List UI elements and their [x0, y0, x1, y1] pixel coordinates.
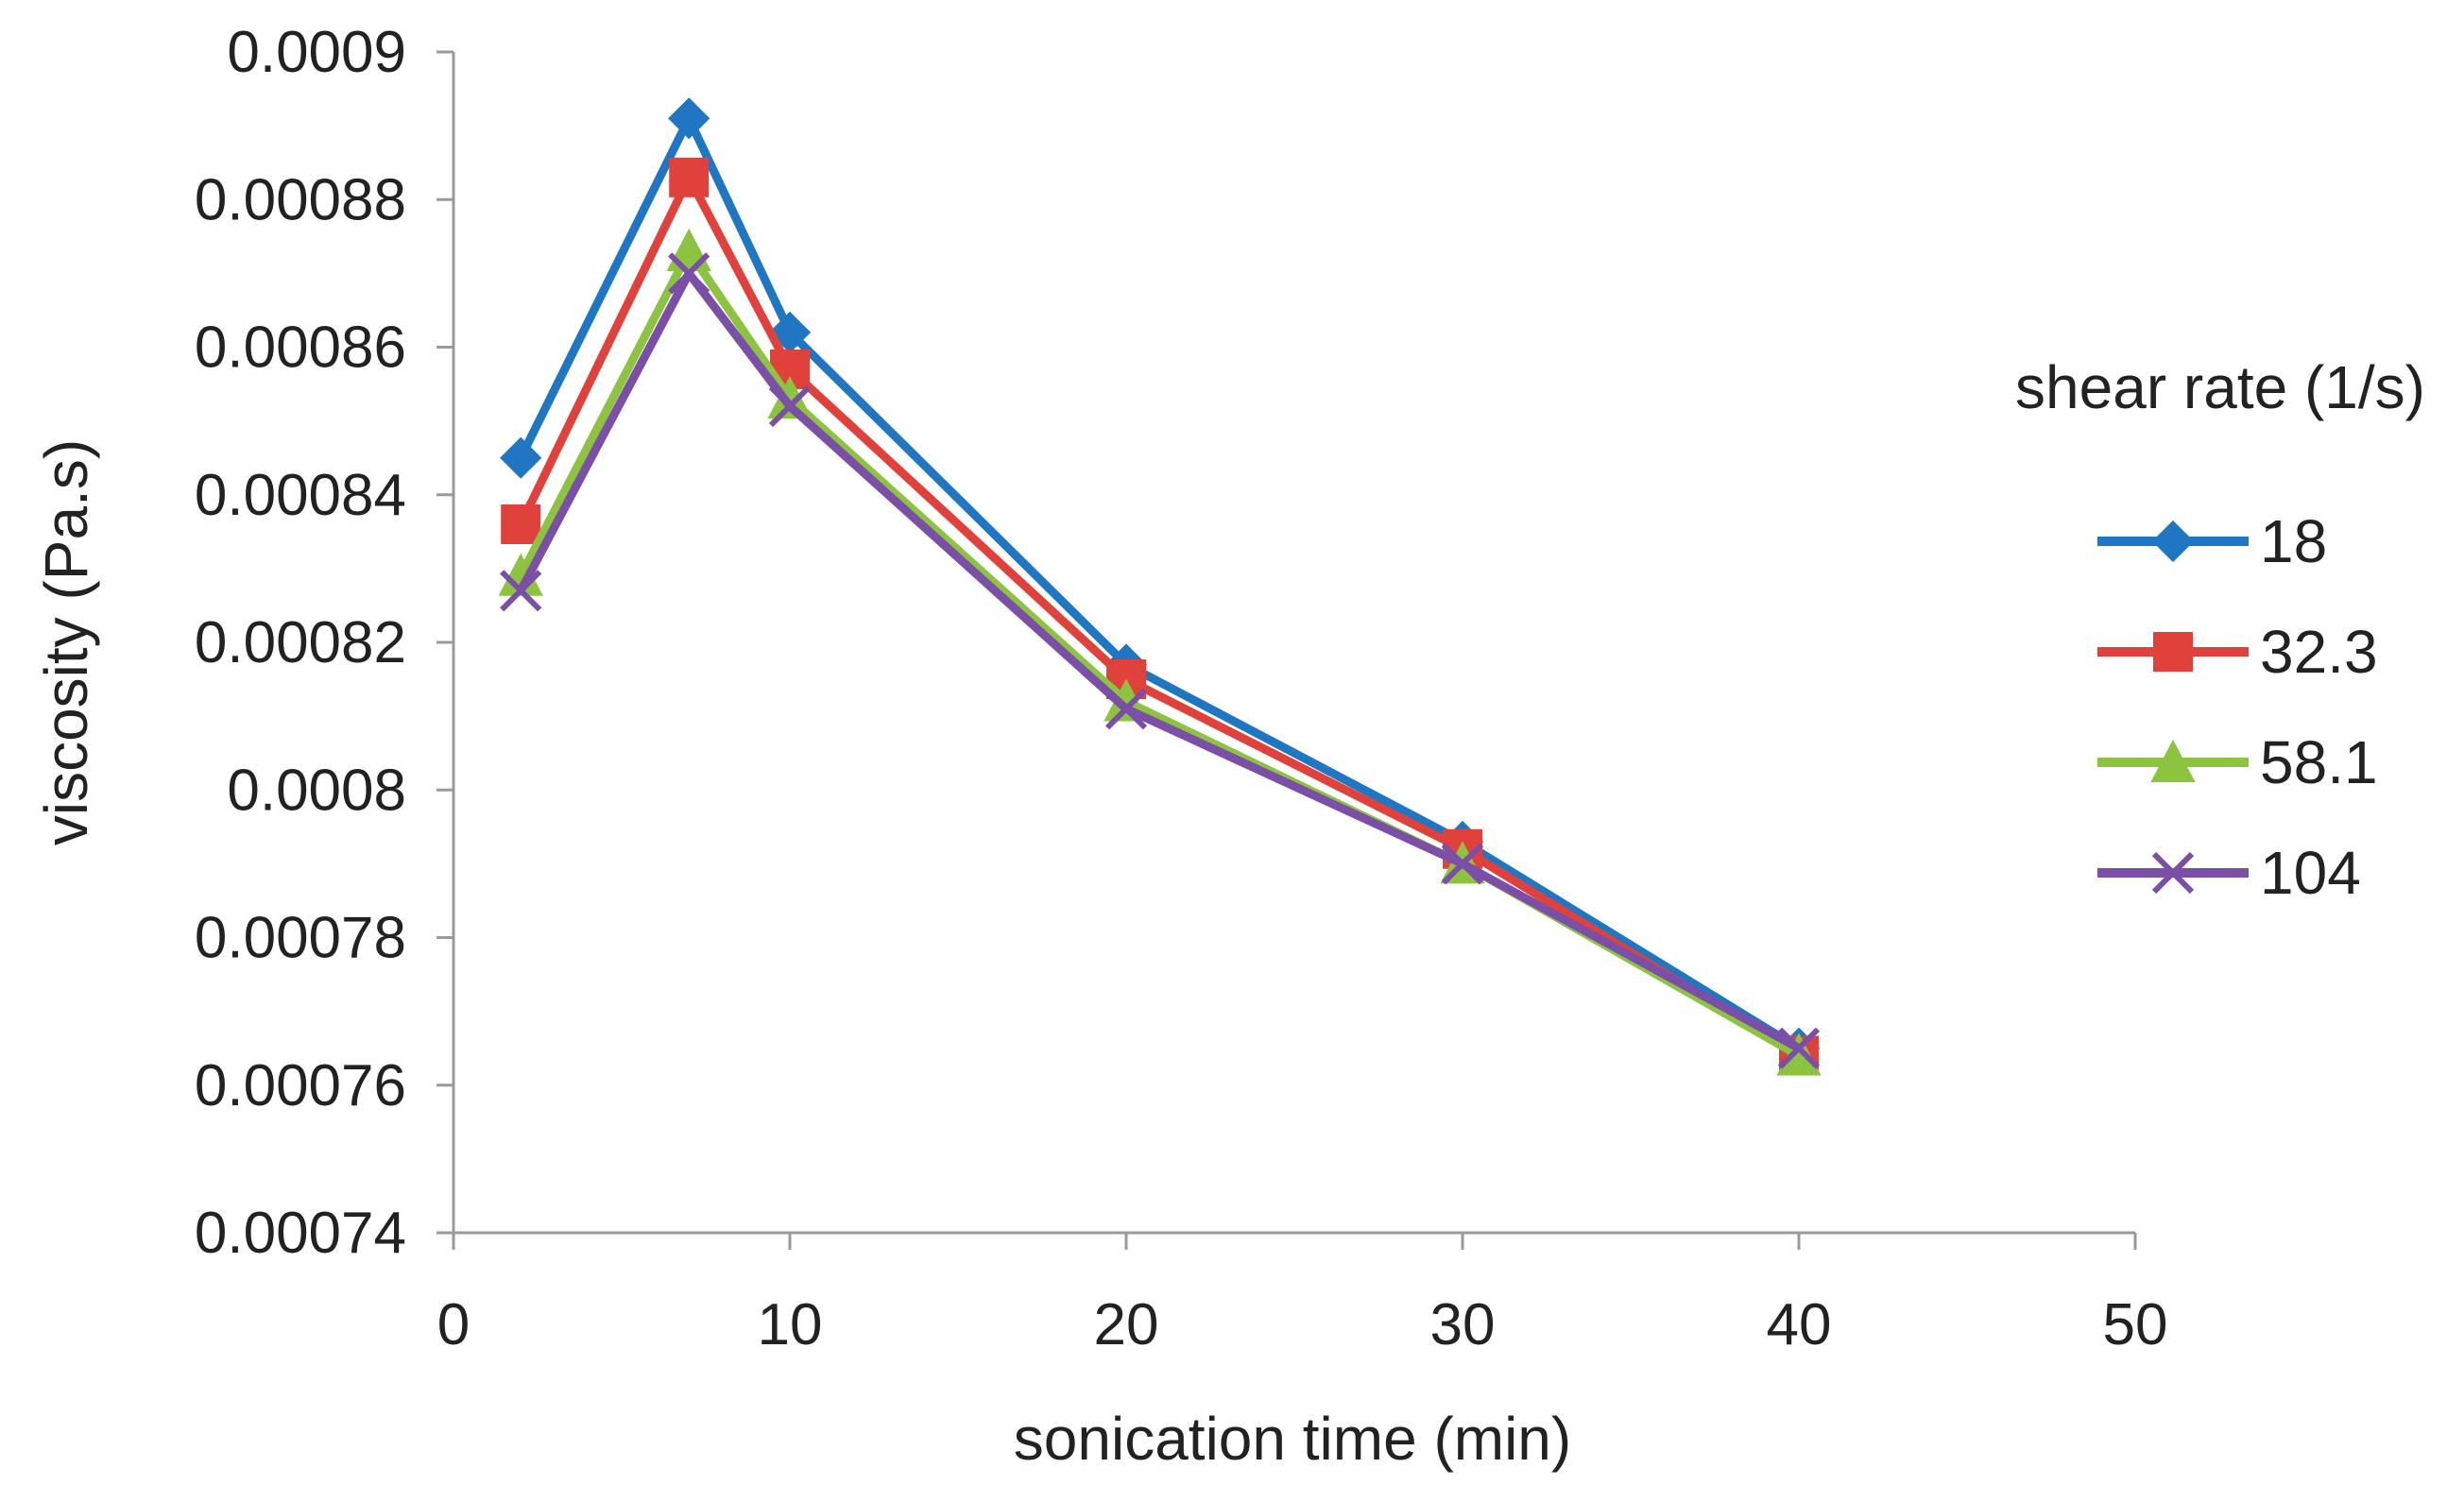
series-104 — [500, 252, 1821, 1069]
data-point — [666, 228, 711, 271]
x-axis-title: sonication time (min) — [1014, 1405, 1571, 1473]
data-point — [668, 252, 710, 295]
series-line — [517, 173, 1802, 1060]
series-line — [517, 113, 1802, 1052]
legend-label: 18 — [2260, 507, 2327, 575]
x-tick-label: 10 — [758, 1292, 823, 1357]
y-tick-label: 0.00084 — [195, 463, 406, 528]
data-point — [1441, 843, 1484, 885]
data-point — [1104, 688, 1148, 730]
legend-marker — [2153, 632, 2193, 672]
series-18 — [500, 97, 1821, 1069]
series-line — [517, 268, 1802, 1052]
data-point — [500, 436, 542, 479]
y-tick-label: 0.0008 — [227, 758, 406, 823]
legend-marker — [2150, 739, 2196, 782]
axes: 0.00074 0.00076 0.00078 0.0008 0.00082 0.0008… — [195, 20, 2168, 1357]
y-tick-label: 0.00082 — [195, 610, 406, 675]
legend-label: 32.3 — [2260, 618, 2378, 686]
x-tick-label: 50 — [2103, 1292, 2168, 1357]
legend-item: 58.1 — [2097, 728, 2378, 796]
x-tick-label: 0 — [437, 1292, 470, 1357]
data-point — [500, 570, 542, 612]
y-axis-title: viscosity (Pa.s) — [32, 439, 100, 845]
y-tick-label: 0.00078 — [195, 906, 406, 971]
data-point — [668, 97, 710, 140]
data-point — [768, 384, 812, 428]
x-tick-label: 20 — [1094, 1292, 1159, 1357]
data-point — [669, 157, 710, 197]
y-tick-label: 0.00088 — [195, 167, 406, 232]
legend-item: 18 — [2097, 507, 2327, 575]
data-point — [1777, 1027, 1821, 1069]
legend-marker — [2151, 520, 2195, 563]
legend-item: 32.3 — [2097, 618, 2378, 686]
legend-label: 58.1 — [2260, 728, 2378, 796]
legend-title: shear rate (1/s) — [2015, 353, 2425, 421]
legend: shear rate (1/s) 18 32.3 58.1 104 — [2015, 353, 2425, 907]
legend-label: 104 — [2260, 839, 2361, 907]
series-layer — [498, 97, 1822, 1076]
y-tick-label: 0.00076 — [195, 1053, 406, 1118]
x-tick-label: 40 — [1767, 1292, 1832, 1357]
y-tick-label: 0.0009 — [227, 20, 406, 85]
legend-items: 18 32.3 58.1 104 — [2097, 507, 2378, 907]
data-point — [501, 504, 541, 544]
legend-marker — [2151, 851, 2195, 895]
x-tick-label: 30 — [1430, 1292, 1496, 1357]
legend-item: 104 — [2097, 839, 2361, 907]
y-tick-label: 0.00074 — [195, 1201, 406, 1266]
y-tick-label: 0.00086 — [195, 316, 406, 381]
